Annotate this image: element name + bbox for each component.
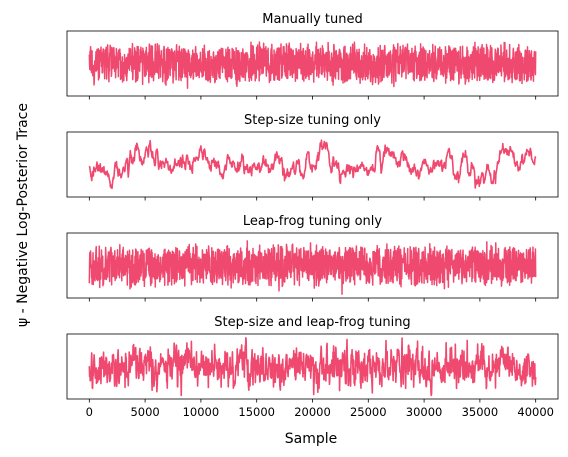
x-tick-label: 20000 (294, 405, 331, 419)
trace-line (88, 240, 537, 296)
trace-line (88, 41, 537, 89)
subplot-title: Step-size and leap-frog tuning (214, 315, 410, 330)
x-tick-label: 0 (86, 405, 93, 419)
subplot-1: Manually tuned (66, 12, 559, 100)
x-tick-label: 35000 (462, 405, 499, 419)
x-tick-label: 15000 (238, 405, 275, 419)
x-axis-label: Sample (285, 431, 338, 447)
y-axis-label: ψ - Negative Log-Posterior Trace (15, 103, 31, 327)
subplot-title: Manually tuned (262, 12, 363, 27)
subplot-title: Step-size tuning only (244, 113, 381, 128)
x-tick-label: 40000 (517, 405, 554, 419)
subplot-2: Step-size tuning only (66, 113, 559, 201)
trace-line (88, 336, 537, 397)
subplot-3: Leap-frog tuning only (66, 214, 559, 302)
x-tick-label: 30000 (406, 405, 443, 419)
trace-line (88, 139, 537, 190)
subplot-title: Leap-frog tuning only (243, 214, 383, 229)
subplots: Manually tuned Step-size tuning only Leap-… (66, 12, 559, 419)
subplot-4: Step-size and leap-frog tuning 0 5000 10000… (66, 315, 559, 419)
x-tick-label: 5000 (130, 405, 159, 419)
x-tick-label: 25000 (350, 405, 387, 419)
x-tick-label: 10000 (183, 405, 220, 419)
